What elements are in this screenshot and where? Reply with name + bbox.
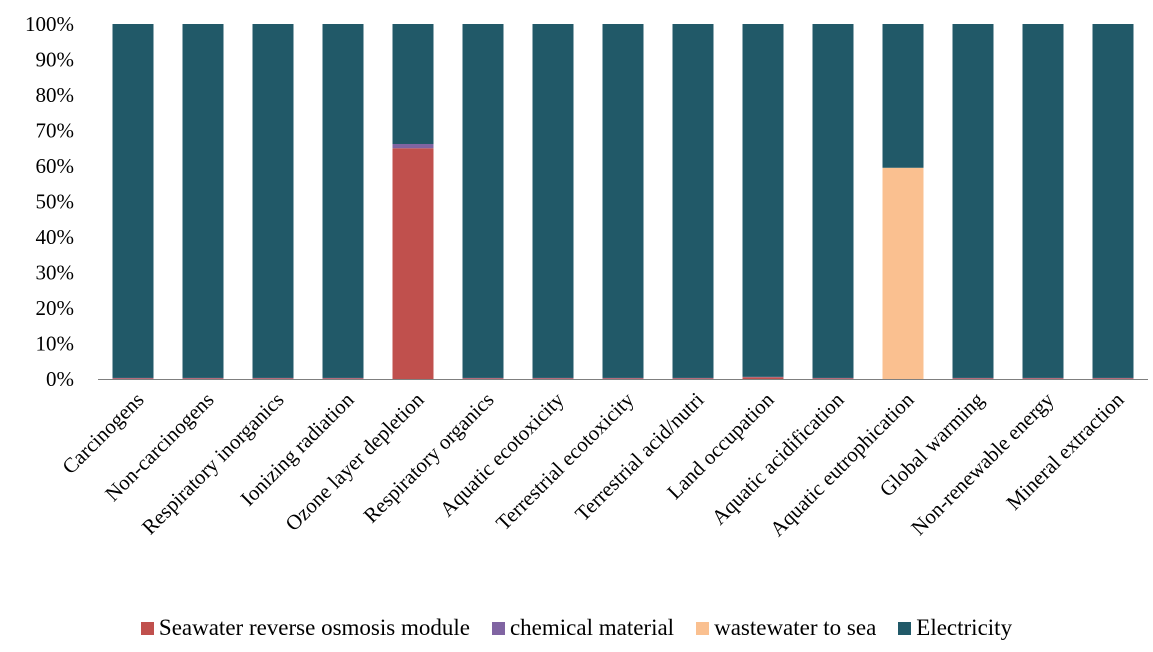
- y-tick-label: 30%: [36, 261, 75, 285]
- bar-segment: [742, 377, 784, 379]
- y-tick-label: 40%: [36, 225, 75, 249]
- y-tick-label: 20%: [36, 296, 75, 320]
- bar-segment: [322, 24, 364, 378]
- x-category-label: Aquatic ecotoxicity: [435, 387, 569, 521]
- legend-swatch: [140, 621, 154, 635]
- chart-plot: 0%10%20%30%40%50%60%70%80%90%100%Carcino…: [25, 12, 1148, 541]
- bar-segment: [812, 24, 854, 378]
- bar-segment: [952, 378, 994, 379]
- y-tick-label: 90%: [36, 48, 75, 72]
- bar-segment: [532, 378, 574, 379]
- y-tick-label: 10%: [36, 332, 75, 356]
- bar-segment: [392, 24, 434, 144]
- bar-segment: [812, 378, 854, 379]
- y-tick-label: 60%: [36, 154, 75, 178]
- y-tick-label: 80%: [36, 83, 75, 107]
- legend-label: wastewater to sea: [714, 615, 877, 640]
- bar-segment: [182, 378, 224, 379]
- bar-segment: [882, 167, 924, 379]
- bar-segment: [532, 24, 574, 378]
- bar-segment: [952, 24, 994, 378]
- legend-label: Seawater reverse osmosis module: [158, 615, 470, 640]
- bar-segment: [1092, 378, 1134, 379]
- bar-segment: [252, 378, 294, 379]
- legend-label: Electricity: [916, 615, 1013, 640]
- legend-swatch: [696, 621, 710, 635]
- legend-item: Electricity: [898, 615, 1012, 641]
- bar-segment: [1022, 24, 1064, 378]
- bar-segment: [742, 24, 784, 377]
- bar-segment: [392, 143, 434, 149]
- bar-segment: [182, 24, 224, 378]
- bar-segment: [602, 24, 644, 378]
- bar-segment: [392, 148, 434, 379]
- x-category-label: Mineral extraction: [1001, 387, 1128, 514]
- chart-legend: Seawater reverse osmosis module chemical …: [0, 615, 1153, 641]
- bar-segment: [672, 378, 714, 379]
- bar-segment: [1092, 24, 1134, 378]
- y-tick-label: 100%: [25, 12, 74, 36]
- legend-item: chemical material: [491, 615, 675, 641]
- legend-swatch: [491, 621, 505, 635]
- x-category-label: Terrestrial acid/nutri: [570, 387, 708, 525]
- bar-segment: [112, 378, 154, 379]
- x-category-label: Respiratory organics: [359, 388, 499, 528]
- legend-swatch: [898, 621, 912, 635]
- bar-segment: [462, 24, 504, 378]
- bar-segment: [602, 378, 644, 379]
- bar-segment: [252, 24, 294, 378]
- bar-segment: [1022, 378, 1064, 379]
- y-tick-label: 0%: [46, 367, 74, 391]
- bar-segment: [882, 24, 924, 168]
- bar-segment: [462, 378, 504, 379]
- legend-item: Seawater reverse osmosis module: [140, 615, 470, 641]
- x-category-label: Aquatic acidification: [707, 387, 849, 529]
- bar-segment: [672, 24, 714, 378]
- y-tick-label: 70%: [36, 119, 75, 143]
- bar-segment: [112, 24, 154, 378]
- bar-segment: [322, 378, 364, 379]
- legend-item: wastewater to sea: [696, 615, 876, 641]
- y-tick-label: 50%: [36, 190, 75, 214]
- legend-label: chemical material: [509, 615, 675, 640]
